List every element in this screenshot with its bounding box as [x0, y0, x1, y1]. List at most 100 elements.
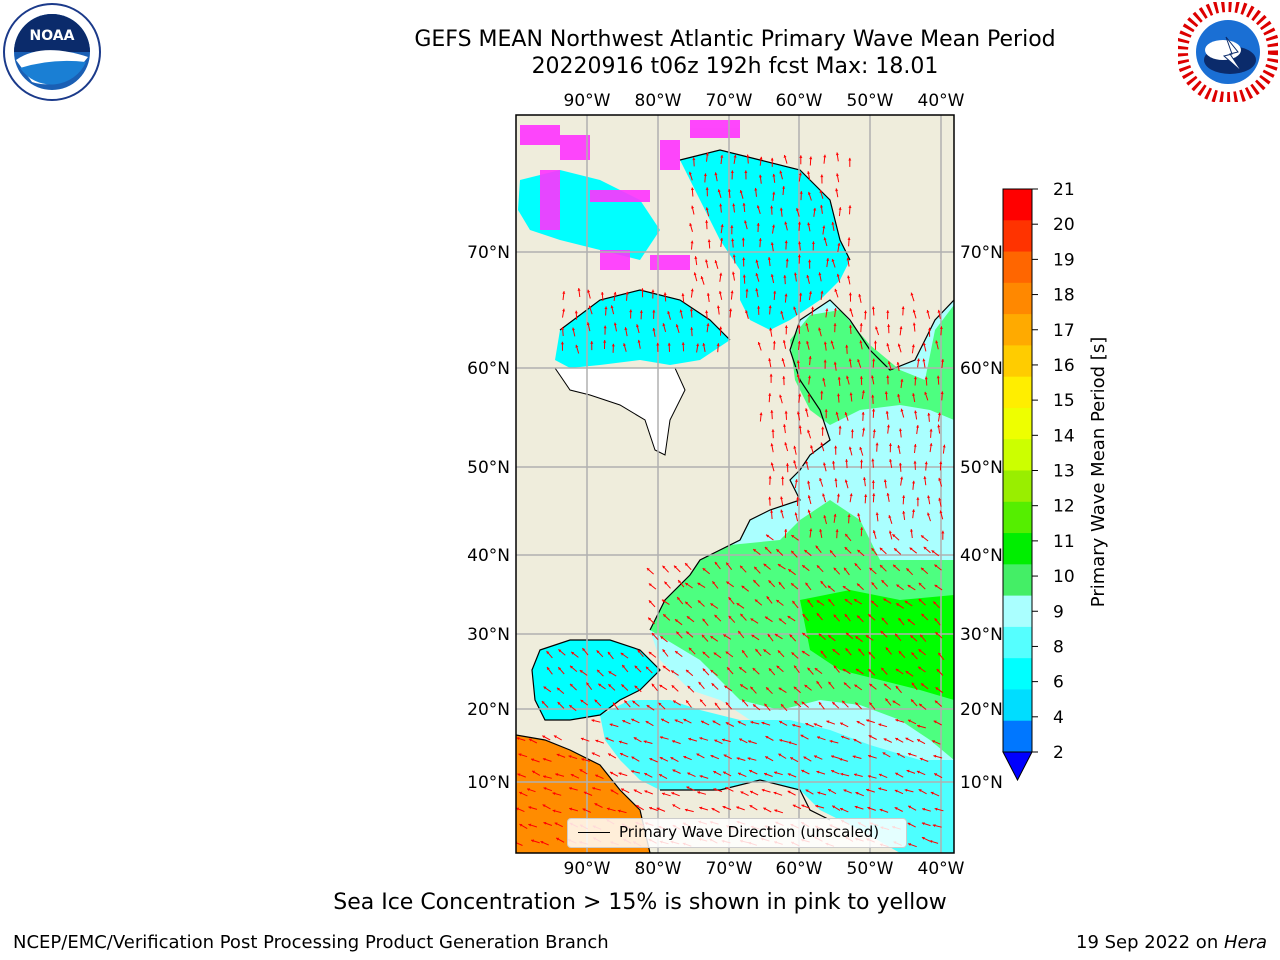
wave-arrow-head [774, 634, 778, 637]
wave-arrow-head [569, 705, 573, 708]
wave-arrow-head [656, 342, 660, 346]
wave-arrow-head [528, 806, 532, 810]
wave-arrow-head [518, 753, 522, 757]
wave-arrow-head [582, 648, 586, 652]
colorbar-segment [1003, 501, 1032, 534]
wave-arrow-head [846, 375, 849, 379]
lon-tick: 60°W [776, 859, 823, 879]
wave-arrow-head [859, 323, 863, 326]
wave-arrow-head [740, 613, 744, 617]
wave-arrow-head [778, 618, 782, 622]
wave-arrow-head [604, 306, 608, 310]
wave-arrow-head [835, 411, 839, 415]
wave-arrow-head [688, 737, 692, 741]
wave-arrow-head [772, 173, 776, 177]
wave-arrow-head [517, 773, 521, 777]
wave-arrow-head [835, 188, 839, 192]
wave-arrow-head [574, 310, 578, 314]
wave-arrow-head [833, 614, 837, 618]
wave-arrow-head [636, 324, 639, 328]
wave-arrow-head [703, 173, 707, 177]
colorbar-tick-label: 12 [1053, 497, 1075, 517]
wave-arrow-head [674, 565, 677, 569]
wave-arrow-head [661, 599, 665, 603]
wave-arrow-head [896, 753, 900, 756]
coastlines [516, 149, 954, 853]
wave-arrow-head [818, 702, 822, 705]
wave-arrow-head [713, 771, 717, 774]
wave-arrow-head [690, 327, 694, 330]
wave-arrow-head [906, 568, 910, 572]
wave-arrow-head [592, 787, 595, 790]
colorbar-label: Primary Wave Mean Period [s] [1088, 337, 1109, 607]
wave-arrow-head [794, 272, 797, 276]
wave-arrow-head [807, 667, 811, 671]
wave-arrow-head [869, 702, 873, 706]
wave-arrow-head [607, 651, 611, 655]
wave-arrow-head [918, 666, 922, 670]
wave-arrow-head [692, 157, 696, 161]
wave-arrow-head [844, 547, 848, 550]
wave-arrow-head [739, 190, 743, 193]
wave-arrow-head [569, 807, 573, 811]
wave-arrow-head [872, 408, 876, 412]
colorbar-extend-arrow [1002, 751, 1033, 782]
colorbar-segment [1003, 345, 1032, 378]
wave-arrow-head [723, 771, 727, 775]
wave-arrow-head [634, 685, 638, 689]
wave-arrow-head [805, 789, 809, 793]
wave-arrow-head [598, 683, 602, 687]
wave-arrow-head [716, 343, 720, 346]
wave-arrow-head [751, 634, 755, 638]
wave-arrow-head [933, 601, 937, 605]
wave-arrow-head [710, 670, 714, 673]
wave-arrow-head [672, 804, 676, 808]
wave-arrow-head [804, 684, 808, 688]
wave-arrow-head [733, 154, 737, 158]
wave-arrow-head [916, 358, 920, 362]
wave-arrow-head [934, 564, 938, 568]
wave-arrow-head [729, 308, 733, 312]
wave-arrow-head [798, 425, 802, 429]
wave-arrow-head [924, 461, 928, 465]
wave-arrow-head [886, 375, 890, 378]
wave-arrow-head [832, 805, 836, 809]
lon-tick: 50°W [847, 859, 894, 879]
wave-arrow-head [807, 222, 811, 226]
wave-arrow-head [895, 737, 899, 741]
wave-arrow-head [611, 343, 615, 347]
wave-arrow-head [807, 480, 811, 484]
wave-arrow-head [848, 157, 852, 161]
map-frame [515, 114, 955, 854]
wave-arrow-head [902, 495, 906, 498]
wave-arrow-head [828, 789, 832, 792]
wave-arrow-head [897, 445, 901, 448]
wave-arrow-head [879, 808, 883, 812]
wave-arrow-head [940, 391, 944, 395]
wave-arrow-head [816, 770, 820, 774]
wave-arrow-head [884, 683, 887, 687]
wave-arrow-head [921, 567, 924, 571]
lon-ticks-bottom: 90°W 80°W 70°W 60°W 50°W 40°W [564, 859, 965, 879]
wave-arrow-head [570, 683, 573, 687]
wave-arrow-head [913, 376, 917, 380]
wave-arrow-head [907, 822, 911, 826]
wave-arrow-head [710, 636, 714, 639]
wave-arrow-head [935, 632, 939, 636]
wave-arrow-head [702, 618, 706, 622]
wave-arrow-head [801, 769, 805, 773]
wave-arrow-head [738, 630, 741, 634]
wave-arrow-head [832, 649, 836, 652]
wave-arrow-head [617, 809, 621, 813]
wave-arrow-head [774, 771, 777, 775]
wave-arrow-head [724, 685, 728, 689]
wave-arrow-head [860, 459, 863, 463]
wave-arrow-head [554, 822, 558, 826]
wave-arrow-head [905, 671, 909, 674]
wave-arrow-head [701, 720, 704, 724]
colorbar-tick-label: 8 [1053, 637, 1064, 657]
wave-arrow-head [917, 724, 920, 728]
wave-arrow-head [823, 515, 827, 519]
wave-arrow-head [792, 804, 796, 808]
wave-arrow-head [673, 700, 676, 704]
